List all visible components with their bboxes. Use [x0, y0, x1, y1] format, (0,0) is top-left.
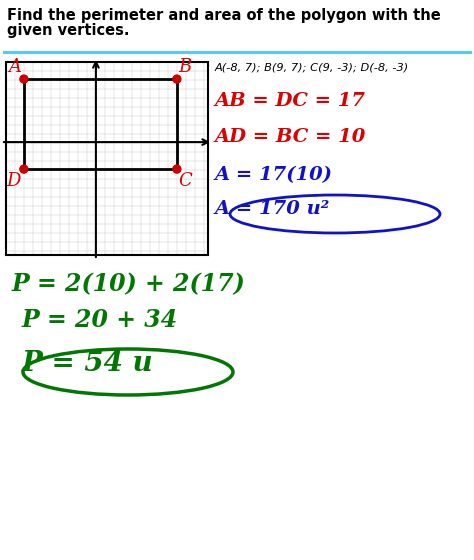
Text: D: D — [7, 172, 21, 190]
Bar — [6, 62, 208, 255]
Text: Find the perimeter and area of the polygon with the: Find the perimeter and area of the polyg… — [7, 8, 441, 23]
Text: A = 170 u²: A = 170 u² — [215, 200, 330, 218]
Text: A(-8, 7); B(9, 7); C(9, -3); D(-8, -3): A(-8, 7); B(9, 7); C(9, -3); D(-8, -3) — [215, 63, 409, 73]
Text: A = 17(10): A = 17(10) — [215, 166, 333, 184]
Circle shape — [173, 75, 181, 83]
Text: given vertices.: given vertices. — [7, 23, 129, 38]
Circle shape — [20, 75, 28, 83]
Bar — [6, 62, 208, 255]
Text: A: A — [8, 58, 21, 76]
Text: P = 20 + 34: P = 20 + 34 — [22, 308, 178, 332]
Text: AD = BC = 10: AD = BC = 10 — [215, 128, 366, 146]
Text: P = 2(10) + 2(17): P = 2(10) + 2(17) — [12, 272, 246, 296]
Text: C: C — [178, 172, 191, 190]
Circle shape — [20, 165, 28, 173]
Circle shape — [173, 165, 181, 173]
Text: B: B — [178, 58, 191, 76]
Text: AB = DC = 17: AB = DC = 17 — [215, 92, 366, 110]
Text: P = 54 u: P = 54 u — [22, 350, 154, 377]
